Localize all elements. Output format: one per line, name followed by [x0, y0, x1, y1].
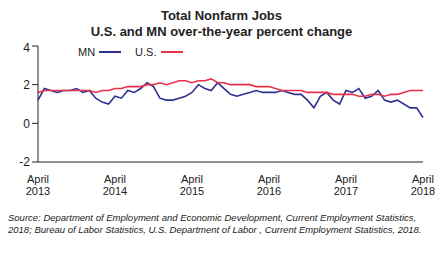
svg-text:0: 0 — [23, 117, 30, 131]
svg-text:2: 2 — [23, 78, 30, 92]
svg-text:April2017: April2017 — [334, 173, 358, 197]
html-text:MN: MN — [78, 46, 96, 58]
html-text:Source: Department of Employme: Source: Department of Employment and Eco… — [8, 212, 422, 235]
svg-text:April2014: April2014 — [103, 173, 127, 197]
svg-text:April2016: April2016 — [257, 173, 281, 197]
svg-text:April2015: April2015 — [180, 173, 204, 197]
svg-text:4: 4 — [23, 41, 30, 55]
html-text:Total Nonfarm Jobs: Total Nonfarm Jobs — [160, 8, 282, 23]
svg-text:-2: -2 — [19, 155, 30, 169]
svg-text:April2018: April2018 — [411, 173, 435, 197]
html-text:U.S. and MN over-the-year perc: U.S. and MN over-the-year percent change — [90, 24, 353, 39]
html-text:U.S.: U.S. — [135, 46, 157, 58]
svg-text:April2013: April2013 — [26, 173, 50, 197]
